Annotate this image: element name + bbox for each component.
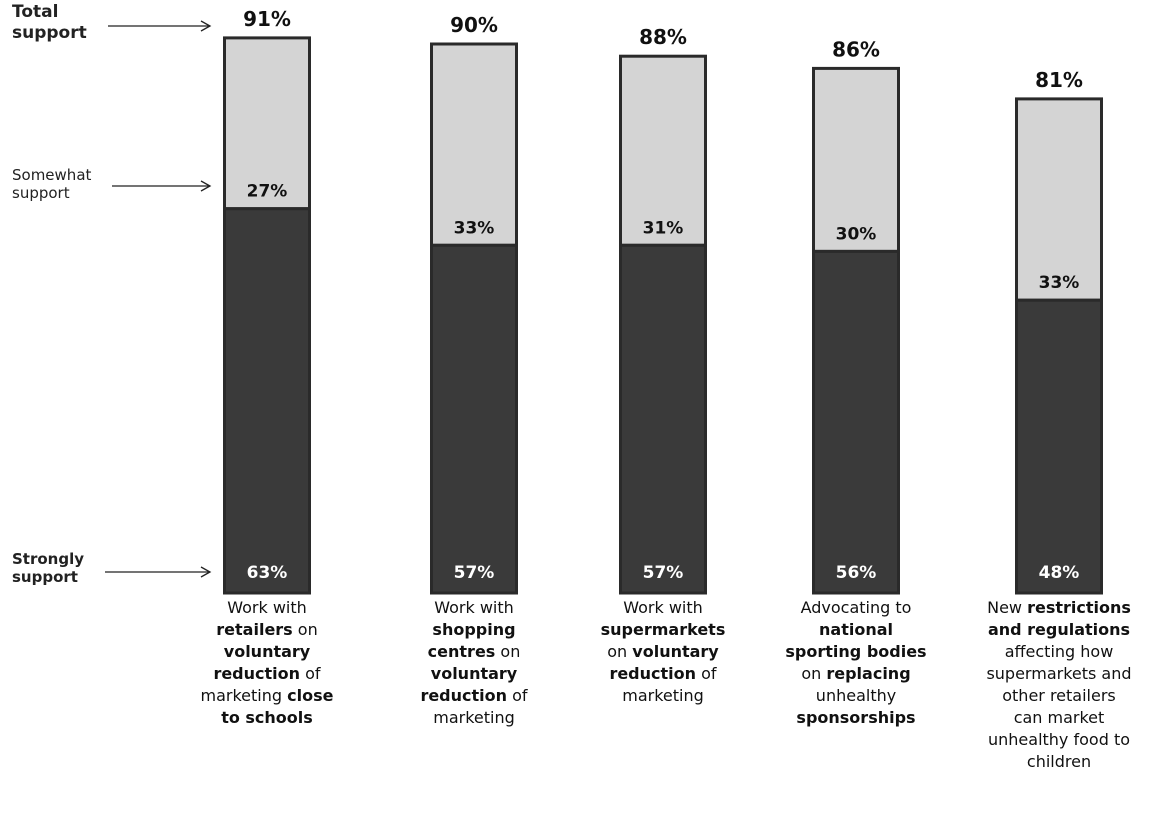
total-label-4: 86% — [832, 37, 880, 61]
legend-strongly-line1: Strongly — [12, 550, 85, 568]
strongly-label-2: 57% — [454, 563, 495, 583]
legend-total-line1: Total — [12, 2, 59, 22]
somewhat-label-1: 27% — [247, 182, 288, 202]
total-label-1: 91% — [243, 7, 291, 31]
strongly-label-1: 63% — [247, 563, 288, 583]
bar-somewhat-support-4 — [812, 66, 900, 253]
total-label-3: 88% — [639, 25, 687, 49]
legend-somewhat-line2: support — [12, 184, 70, 202]
legend-strongly-line2: support — [12, 568, 78, 586]
bar-somewhat-support-2 — [430, 42, 518, 247]
category-label-2: Work with shopping centres on voluntary redu… — [420, 598, 528, 727]
bar-somewhat-support-1 — [223, 36, 311, 211]
strongly-label-4: 56% — [836, 563, 877, 583]
strongly-label-3: 57% — [643, 563, 684, 583]
category-label-4: Advocating to national sporting bodies on r… — [785, 598, 927, 727]
somewhat-label-2: 33% — [454, 218, 495, 238]
somewhat-label-5: 33% — [1039, 273, 1080, 293]
bars-group — [223, 36, 1103, 595]
legend-somewhat-support: Somewhat support — [12, 166, 91, 202]
category-label-1: Work with retailers on voluntary reduction … — [200, 598, 334, 727]
somewhat-label-3: 31% — [643, 218, 684, 238]
bar-strongly-support-1 — [223, 207, 311, 595]
legend-arrows — [105, 20, 212, 578]
legend-total-support: Total support — [12, 2, 87, 44]
strongly-label-5: 48% — [1039, 563, 1080, 583]
somewhat-label-4: 30% — [836, 224, 877, 244]
bar-somewhat-support-3 — [619, 54, 707, 247]
value-labels-group: 91% 27% 63% 90% 33% 57% 88% 31% 57% 86% 30% 56% 81% 3… — [243, 7, 1083, 583]
bar-strongly-support-5 — [1015, 298, 1103, 595]
legend-total-line2: support — [12, 23, 87, 43]
legend-somewhat-line1: Somewhat — [12, 166, 92, 184]
bar-somewhat-support-5 — [1015, 97, 1103, 302]
total-label-2: 90% — [450, 13, 498, 37]
category-label-5: New restrictions and regulations affecting… — [986, 598, 1132, 771]
legend-strongly-support: Strongly support — [12, 550, 84, 586]
total-label-5: 81% — [1035, 68, 1083, 92]
bar-strongly-support-3 — [619, 243, 707, 595]
bar-strongly-support-2 — [430, 243, 518, 595]
category-label-3: Work with supermarkets on voluntary reducti… — [600, 598, 726, 705]
bar-strongly-support-4 — [812, 249, 900, 595]
